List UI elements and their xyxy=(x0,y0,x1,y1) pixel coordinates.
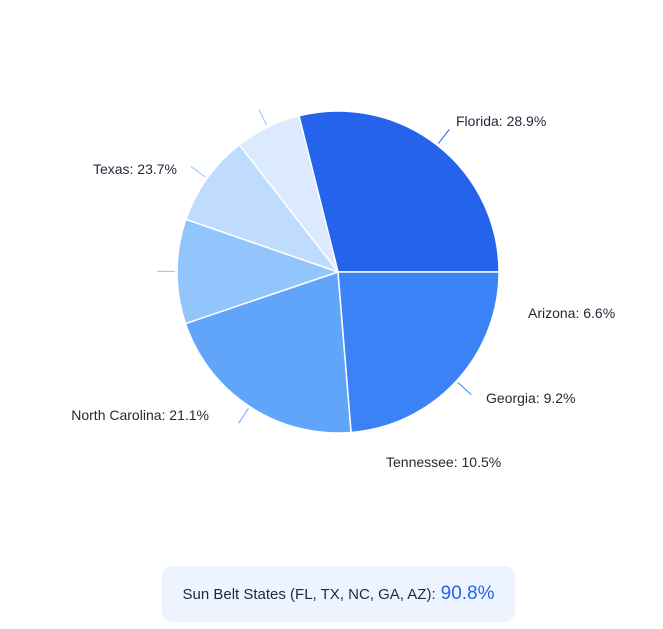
slice-label-north-carolina: North Carolina: 21.1% xyxy=(71,407,209,423)
summary-label: Sun Belt States (FL, TX, NC, GA, AZ): xyxy=(182,585,436,603)
pie-slice-north-carolina xyxy=(184,270,352,434)
leader-line-georgia xyxy=(190,166,206,178)
pie-slice-tennessee xyxy=(176,218,341,325)
pie-slice-texas xyxy=(337,271,500,434)
slice-label-georgia: Georgia: 9.2% xyxy=(486,390,576,406)
summary-value: 90.8% xyxy=(440,583,495,604)
leader-line-texas xyxy=(457,382,472,396)
slice-label-tennessee: Tennessee: 10.5% xyxy=(386,454,501,470)
slice-label-florida: Florida: 28.9% xyxy=(456,113,546,129)
pie-slice-florida xyxy=(298,110,500,273)
leader-line-arizona xyxy=(258,108,268,126)
pie-slices xyxy=(176,110,500,434)
summary-card: Sun Belt States (FL, TX, NC, GA, AZ): 90… xyxy=(162,566,515,622)
slice-labels: Florida: 28.9% Arizona: 6.6% Georgia: 9.2%… xyxy=(71,113,615,470)
slice-label-arizona: Arizona: 6.6% xyxy=(528,305,615,321)
leader-line-north-carolina xyxy=(238,407,249,424)
pie-slice-georgia xyxy=(184,143,341,274)
leader-line-florida xyxy=(437,129,450,144)
leader-lines xyxy=(156,108,472,424)
slice-label-texas: Texas: 23.7% xyxy=(93,161,177,177)
